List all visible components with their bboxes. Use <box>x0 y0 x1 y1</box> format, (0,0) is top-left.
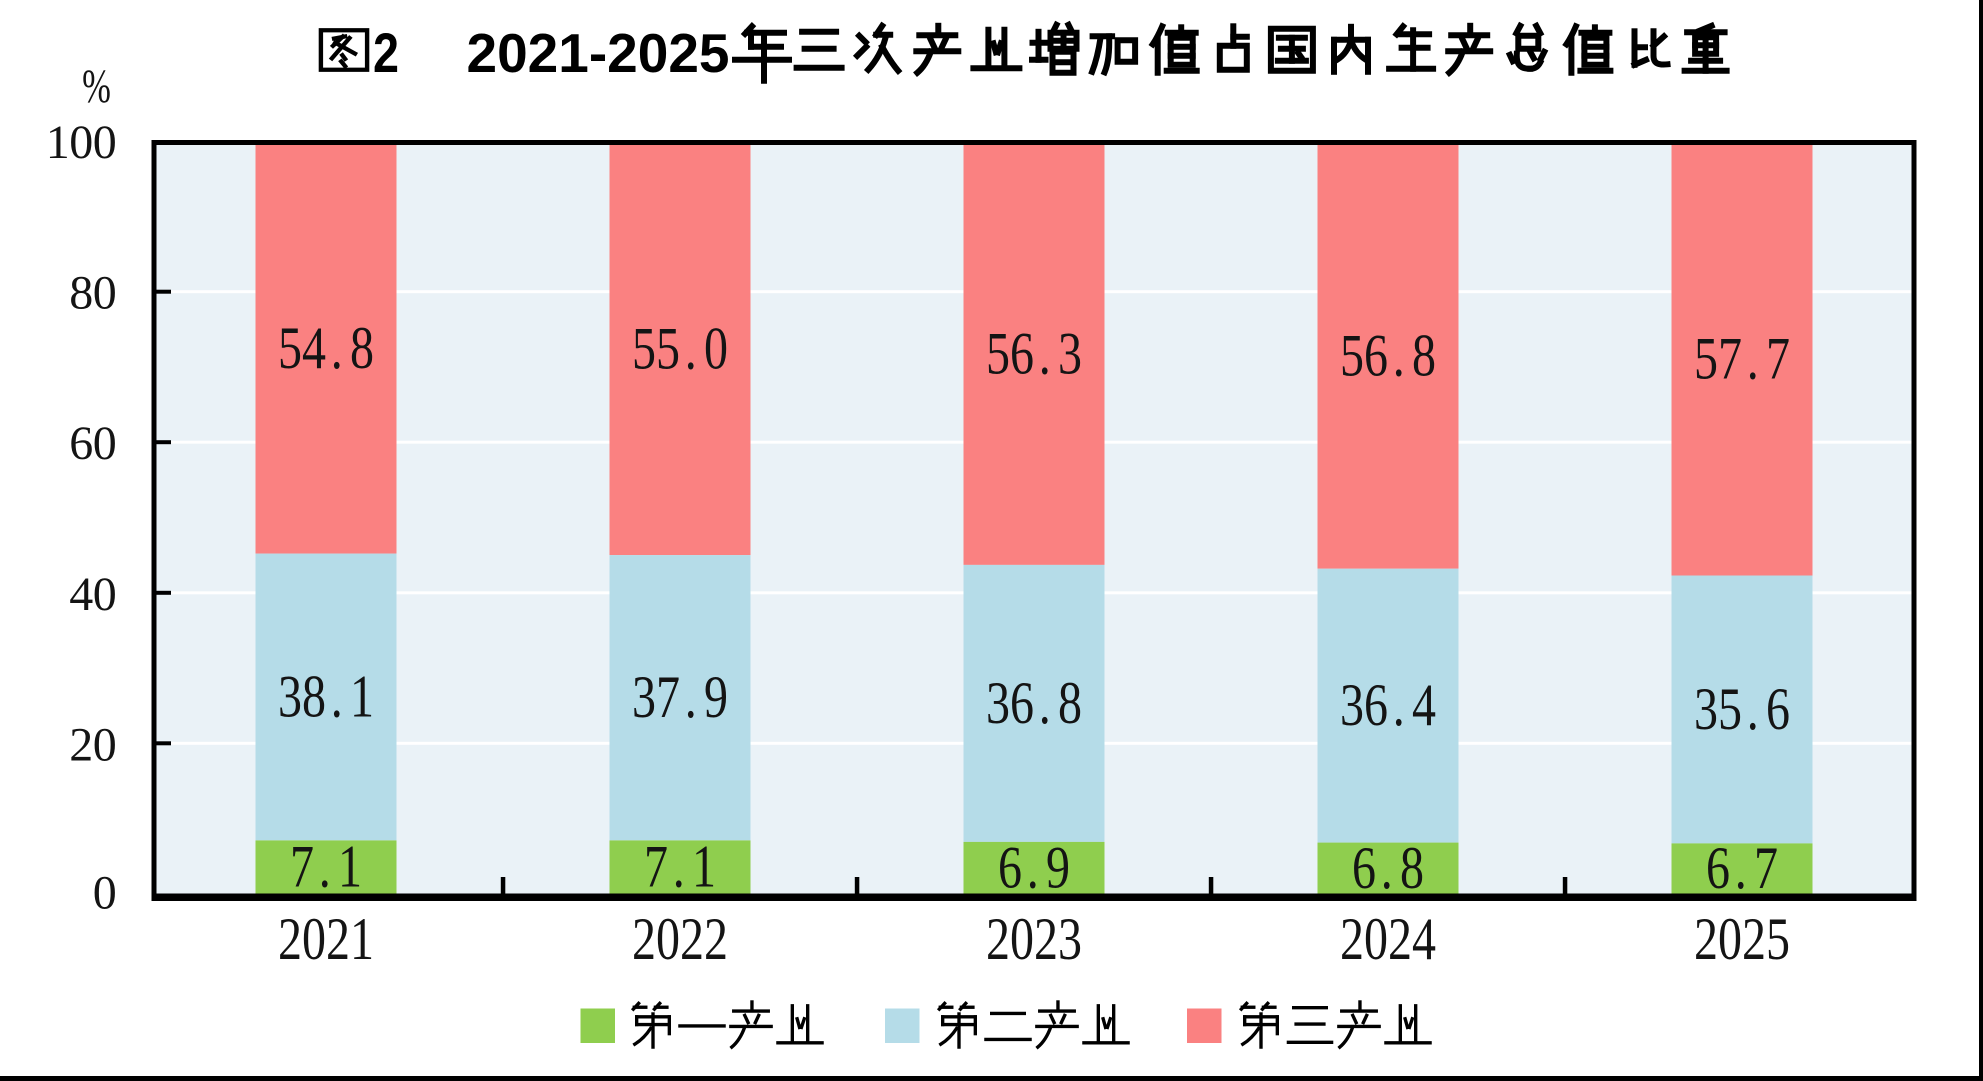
svg-text:%: % <box>82 61 111 114</box>
svg-text:2024: 2024 <box>1340 906 1436 972</box>
svg-text:57.7: 57. 7 <box>1694 326 1790 392</box>
svg-text:80: 80 <box>69 267 117 320</box>
svg-text:56.3: 56. 3 <box>986 320 1082 386</box>
svg-text:2021-2025: 2021-2025 <box>467 22 730 84</box>
svg-text:60: 60 <box>69 417 117 470</box>
svg-text:0: 0 <box>93 866 117 919</box>
svg-text:56.8: 56. 8 <box>1340 322 1436 388</box>
svg-text:6.8: 6. 8 <box>1352 835 1424 901</box>
svg-text:7.1: 7. 1 <box>644 834 716 900</box>
svg-text:100: 100 <box>46 116 117 169</box>
svg-text:35.6: 35. 6 <box>1694 676 1790 742</box>
svg-text:2021: 2021 <box>278 906 374 972</box>
svg-text:36.4: 36. 4 <box>1340 672 1436 738</box>
svg-text:38.1: 38. 1 <box>278 663 374 729</box>
svg-text:2022: 2022 <box>632 906 728 972</box>
svg-text:6.9: 6. 9 <box>998 834 1070 900</box>
svg-text:6.7: 6. 7 <box>1706 835 1778 901</box>
svg-text:2025: 2025 <box>1694 906 1790 972</box>
svg-text:2023: 2023 <box>986 906 1082 972</box>
svg-text:37.9: 37. 9 <box>632 664 728 730</box>
svg-text:36.8: 36. 8 <box>986 670 1082 736</box>
svg-text:55.0: 55. 0 <box>632 316 728 382</box>
svg-text:2: 2 <box>373 21 399 84</box>
svg-text:54.8: 54. 8 <box>278 315 374 381</box>
svg-text:20: 20 <box>69 718 117 771</box>
svg-text:7.1: 7. 1 <box>290 834 362 900</box>
svg-text:40: 40 <box>69 568 117 621</box>
